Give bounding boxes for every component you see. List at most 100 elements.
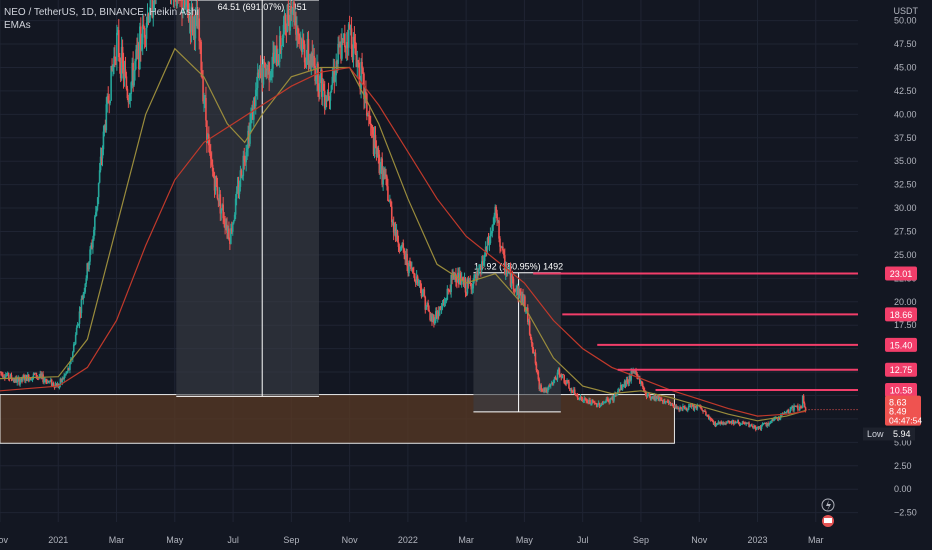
candle (346, 42, 349, 48)
candle (386, 176, 388, 187)
candle (101, 149, 104, 159)
candle (374, 135, 377, 148)
candle (718, 421, 721, 425)
candle (723, 422, 725, 424)
candle (295, 16, 297, 35)
candle (673, 406, 676, 408)
candle (501, 246, 503, 248)
candle (674, 406, 677, 408)
candle (143, 28, 146, 38)
candle (148, 15, 151, 23)
candle (562, 374, 565, 376)
candle (260, 67, 263, 74)
candle (126, 88, 129, 99)
candle (554, 377, 557, 380)
candle (407, 265, 409, 274)
candle (682, 406, 684, 410)
candle (715, 424, 718, 426)
candle (203, 101, 205, 103)
axis-icons[interactable] (821, 498, 835, 527)
candle (726, 422, 728, 424)
candle (755, 427, 758, 430)
candle (796, 405, 798, 407)
candle (43, 380, 45, 382)
time-tick-label: May (166, 535, 184, 545)
candle (205, 97, 207, 121)
candle (649, 396, 652, 399)
candle (279, 35, 282, 50)
candle (194, 15, 197, 39)
candle (428, 309, 430, 312)
low-tag (863, 427, 915, 441)
candle (196, 12, 199, 29)
candle (265, 68, 268, 77)
candle (488, 242, 491, 246)
candle (761, 424, 764, 426)
candle (719, 421, 722, 425)
candle (725, 422, 727, 424)
candle (495, 206, 497, 214)
candle (520, 293, 522, 302)
lightning-icon[interactable] (821, 498, 835, 512)
candle (202, 78, 204, 102)
level-tag (885, 383, 917, 398)
candle (794, 405, 796, 407)
candle (787, 410, 790, 413)
candle (383, 169, 385, 176)
candle (131, 62, 133, 83)
candle (664, 401, 667, 404)
candle (503, 250, 505, 256)
candle (61, 378, 64, 383)
candle (784, 412, 787, 414)
candle (505, 267, 508, 274)
candle (580, 396, 583, 399)
candle (51, 382, 54, 386)
candle (481, 261, 484, 265)
indicator-label[interactable]: EMAs (4, 20, 31, 31)
candle (619, 384, 622, 390)
candle (708, 417, 711, 420)
candle (306, 39, 309, 58)
candle (445, 299, 448, 302)
candle (685, 407, 687, 410)
candle (610, 398, 612, 400)
candle (537, 371, 540, 380)
chart-legend[interactable]: NEO / TetherUS, 1D, BINANCE, Heikin Ashi… (4, 6, 199, 32)
candle (692, 405, 695, 410)
candle (411, 267, 413, 270)
candle (355, 53, 358, 67)
price-tick-label: 40.00 (894, 109, 917, 119)
candle (711, 419, 714, 422)
candle (595, 403, 598, 408)
candle (329, 92, 332, 101)
candle (567, 381, 569, 383)
candle (200, 41, 202, 71)
candle (224, 222, 226, 229)
level-lines[interactable] (533, 272, 858, 411)
time-tick-label: Sep (633, 535, 649, 545)
candle (94, 212, 97, 217)
candle (416, 276, 419, 284)
candle (466, 279, 469, 294)
candle (507, 271, 510, 273)
candle (612, 397, 614, 401)
candle (801, 395, 804, 408)
candle (211, 164, 214, 172)
candle (795, 406, 797, 408)
candle (336, 61, 338, 64)
candle (504, 267, 507, 274)
candle (290, 5, 292, 14)
candle (186, 0, 189, 10)
candle (420, 287, 423, 297)
time-axis[interactable]: Nov 2021 Mar May Jul Sep Nov 2022 Mar May Jul Sep No… (0, 535, 824, 545)
candle (735, 421, 738, 423)
candle (128, 100, 131, 103)
candle (766, 423, 769, 427)
candle (332, 70, 335, 77)
candle (93, 230, 95, 240)
candle (443, 301, 446, 305)
candle (646, 393, 649, 397)
level-tag (885, 337, 917, 352)
candle (626, 379, 629, 383)
